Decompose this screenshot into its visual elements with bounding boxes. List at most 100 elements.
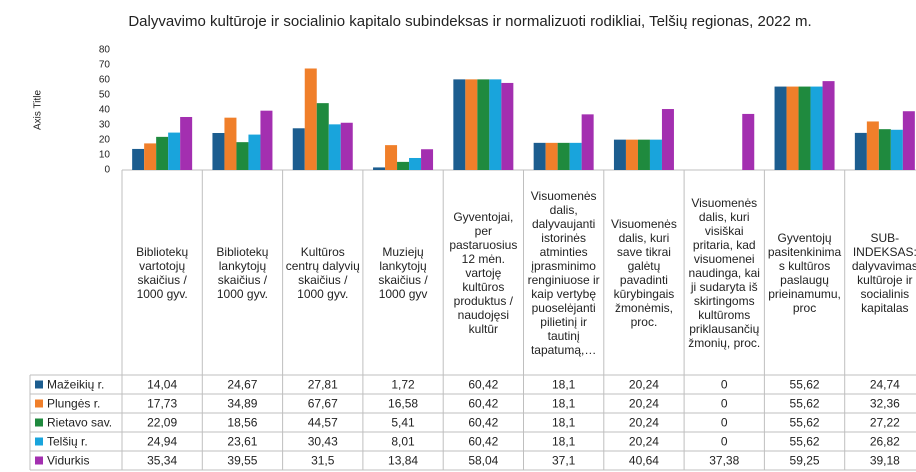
bar xyxy=(385,145,398,170)
table-value: 32,36 xyxy=(870,397,900,411)
table-value: 18,56 xyxy=(227,416,257,430)
y-tick-label: 60 xyxy=(99,75,111,86)
bar xyxy=(822,81,835,170)
y-tick-label: 40 xyxy=(99,105,111,116)
table-value: 20,24 xyxy=(629,435,659,449)
table-value: 27,81 xyxy=(308,378,338,392)
legend-label: Vidurkis xyxy=(47,454,89,468)
table-value: 18,1 xyxy=(552,435,576,449)
y-tick-label: 30 xyxy=(99,120,111,131)
bar xyxy=(878,129,891,170)
table-value: 14,04 xyxy=(147,378,177,392)
axis-title: Axis Title xyxy=(33,90,44,130)
table-value: 18,1 xyxy=(552,397,576,411)
table-value: 31,5 xyxy=(311,454,335,468)
table-value: 0 xyxy=(721,416,728,430)
bar xyxy=(409,157,422,170)
bar xyxy=(236,142,249,170)
legend-swatch xyxy=(35,399,43,408)
table-value: 20,24 xyxy=(629,397,659,411)
table-value: 35,34 xyxy=(147,454,177,468)
bar xyxy=(421,149,434,170)
chart-title: Dalyvavimo kultūroje ir socialinio kapit… xyxy=(128,13,811,30)
bar xyxy=(545,142,558,170)
category-label: Visuomenės dalis, dalyvaujanti istorinės… xyxy=(527,188,600,357)
bar xyxy=(649,139,662,170)
table-value: 39,18 xyxy=(870,454,900,468)
table-value: 17,73 xyxy=(147,397,177,411)
bar xyxy=(625,139,638,170)
bar xyxy=(890,129,903,170)
table-value: 27,22 xyxy=(870,416,900,430)
bar xyxy=(156,136,169,170)
bar xyxy=(328,124,341,170)
bar xyxy=(613,139,626,170)
bar xyxy=(224,117,237,170)
table-value: 24,94 xyxy=(147,435,177,449)
category-label: Gyventojų pasitenkinimas kultūros paslau… xyxy=(767,230,842,315)
bar xyxy=(581,114,594,170)
table-value: 40,64 xyxy=(629,454,659,468)
bar xyxy=(798,86,811,170)
bar xyxy=(786,86,799,170)
table-value: 0 xyxy=(721,397,728,411)
y-tick-label: 70 xyxy=(99,60,111,71)
bar xyxy=(477,79,490,170)
bar xyxy=(533,142,546,170)
category-label: Muziejų lankytojų skaičius / 1000 gyv xyxy=(378,244,428,301)
bar xyxy=(144,143,157,170)
table-value: 8,01 xyxy=(391,435,415,449)
bar xyxy=(340,122,353,170)
table-value: 20,24 xyxy=(629,378,659,392)
table-value: 18,1 xyxy=(552,378,576,392)
table-value: 55,62 xyxy=(790,435,820,449)
table-value: 24,67 xyxy=(227,378,257,392)
legend-label: Telšių r. xyxy=(47,435,88,449)
table-value: 23,61 xyxy=(227,435,257,449)
bar xyxy=(854,132,867,170)
y-tick-label: 10 xyxy=(99,150,111,161)
table-value: 0 xyxy=(721,378,728,392)
bar xyxy=(866,121,879,170)
bar xyxy=(902,111,915,170)
table-value: 0 xyxy=(721,435,728,449)
bar xyxy=(248,134,261,170)
legend-label: Mažeikių r. xyxy=(47,378,104,392)
y-tick-label: 80 xyxy=(99,45,111,56)
table-value: 58,04 xyxy=(468,454,498,468)
category-label: Kultūros centrų dalyvių skaičius / 1000 … xyxy=(285,244,360,301)
category-label: Gyventojai, per pastaruosius 12 mėn. var… xyxy=(449,209,518,336)
bar xyxy=(742,113,755,170)
y-tick-label: 50 xyxy=(99,90,111,101)
bar xyxy=(373,167,386,170)
bar xyxy=(397,161,410,170)
bar xyxy=(260,110,273,170)
bar xyxy=(810,86,823,170)
table-value: 37,1 xyxy=(552,454,576,468)
category-label: Bibliotekų lankytojų skaičius / 1000 gyv… xyxy=(216,244,269,301)
bar xyxy=(168,132,181,170)
table-value: 55,62 xyxy=(790,397,820,411)
table-value: 13,84 xyxy=(388,454,418,468)
category-label: SUB-INDEKSAS: dalyvavimas kultūroje ir s… xyxy=(851,230,916,315)
bar xyxy=(453,79,466,170)
legend-swatch xyxy=(35,418,43,427)
bar xyxy=(774,86,787,170)
legend-label: Rietavo sav. xyxy=(47,416,112,430)
category-label: Visuomenės dalis, kuri visiškai pritaria… xyxy=(688,195,761,350)
bar xyxy=(557,142,570,170)
table-value: 34,89 xyxy=(227,397,257,411)
table-value: 20,24 xyxy=(629,416,659,430)
table-value: 24,74 xyxy=(870,378,900,392)
bar xyxy=(501,82,514,170)
table-value: 44,57 xyxy=(308,416,338,430)
bar xyxy=(569,142,582,170)
table-value: 60,42 xyxy=(468,378,498,392)
table-value: 30,43 xyxy=(308,435,338,449)
bar xyxy=(661,109,674,170)
table-value: 60,42 xyxy=(468,397,498,411)
bar xyxy=(637,139,650,170)
category-label: Visuomenės dalis, kuri save tikrai galėt… xyxy=(611,216,677,329)
